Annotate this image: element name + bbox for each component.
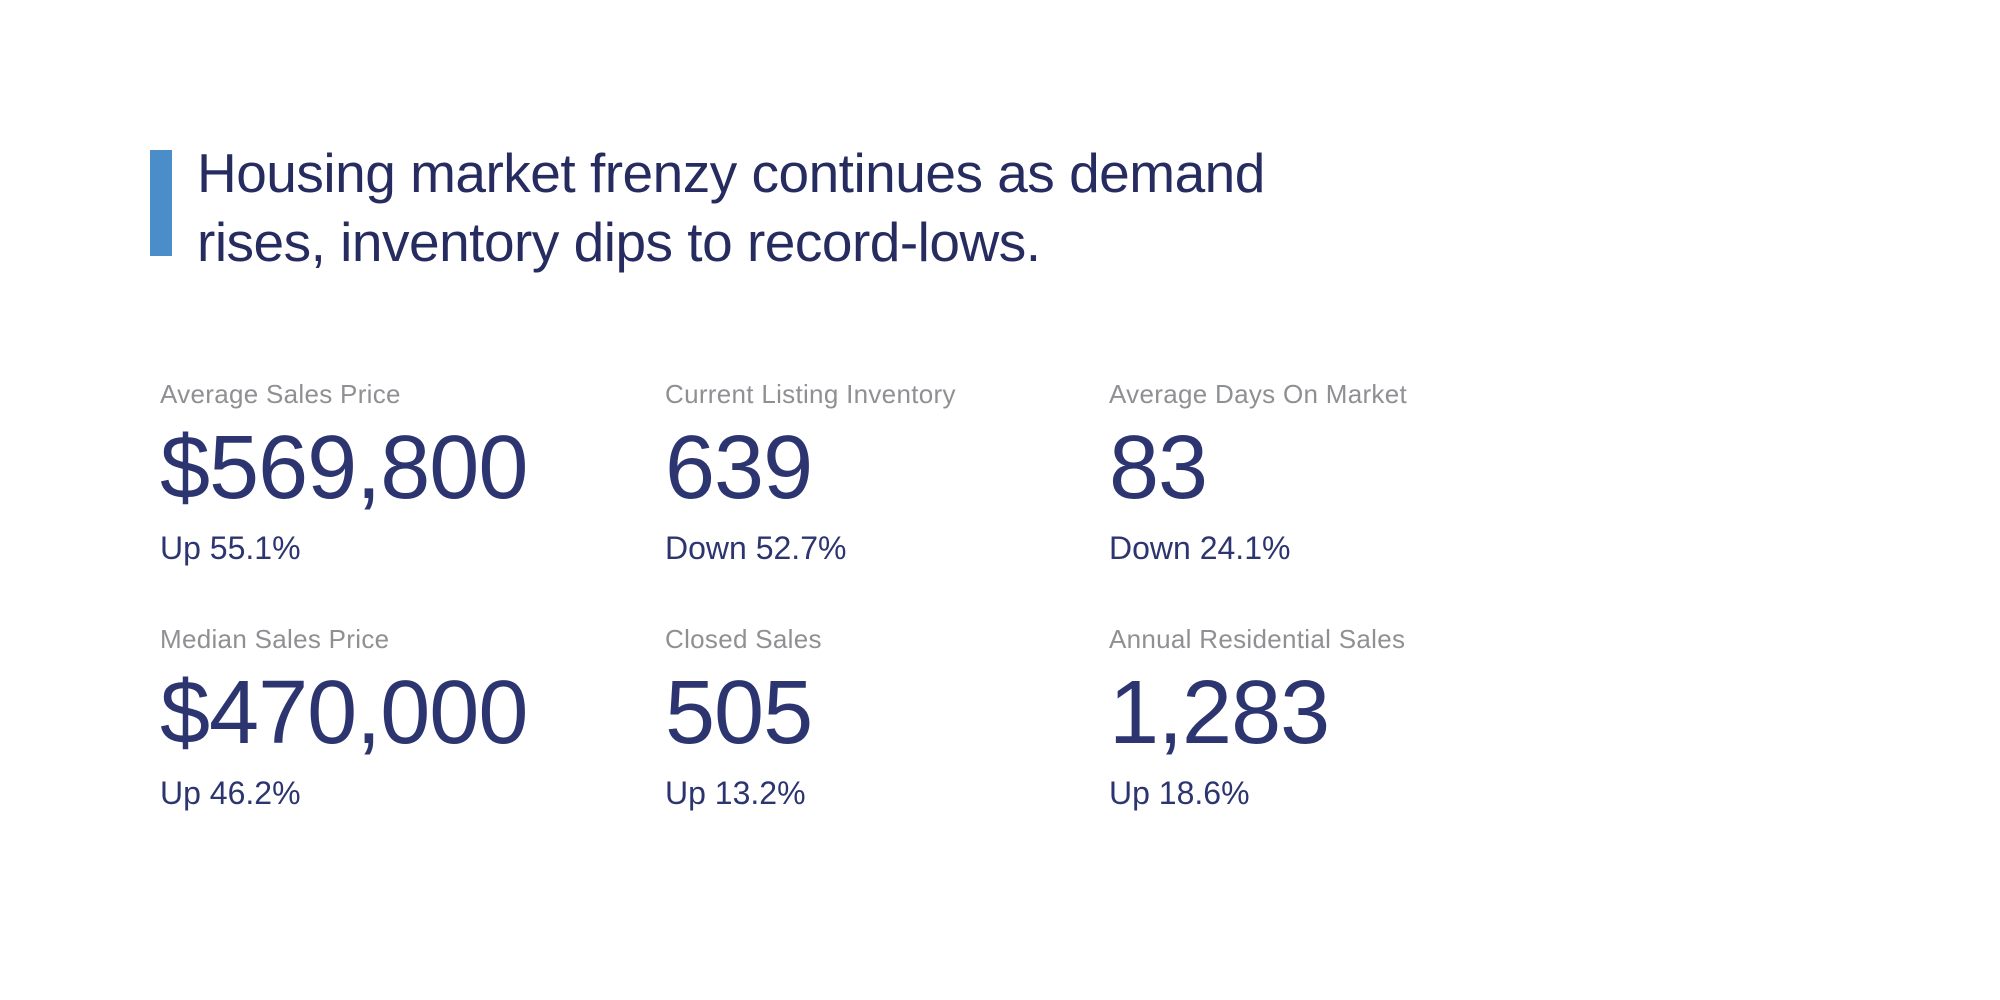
stat-label: Annual Residential Sales bbox=[1109, 624, 1406, 654]
stat-card-average-sales-price: Average Sales Price $569,800 Up 55.1% bbox=[160, 378, 665, 623]
headline-accent-bar bbox=[150, 150, 172, 256]
stat-label: Average Days On Market bbox=[1109, 379, 1408, 409]
stat-value: 83 bbox=[1109, 418, 1208, 518]
stat-label: Median Sales Price bbox=[160, 624, 390, 654]
page-title: Housing market frenzy continues as deman… bbox=[197, 142, 1265, 273]
stat-change: Up 55.1% bbox=[160, 530, 301, 566]
stat-card-current-listing-inventory: Current Listing Inventory 639 Down 52.7% bbox=[665, 378, 1109, 623]
stat-value: $569,800 bbox=[160, 418, 528, 518]
stat-label: Current Listing Inventory bbox=[665, 379, 956, 409]
stat-card-average-days-on-market: Average Days On Market 83 Down 24.1% bbox=[1109, 378, 1709, 623]
stat-value: 505 bbox=[665, 663, 813, 763]
stat-change: Down 24.1% bbox=[1109, 530, 1291, 566]
stat-change: Down 52.7% bbox=[665, 530, 847, 566]
stats-grid: Average Sales Price $569,800 Up 55.1% Cu… bbox=[160, 378, 1709, 868]
stat-card-closed-sales: Closed Sales 505 Up 13.2% bbox=[665, 623, 1109, 868]
stat-card-median-sales-price: Median Sales Price $470,000 Up 46.2% bbox=[160, 623, 665, 868]
stat-value: 639 bbox=[665, 418, 813, 518]
stat-change: Up 18.6% bbox=[1109, 775, 1250, 811]
stat-card-annual-residential-sales: Annual Residential Sales 1,283 Up 18.6% bbox=[1109, 623, 1709, 868]
stat-label: Closed Sales bbox=[665, 624, 822, 654]
stat-change: Up 46.2% bbox=[160, 775, 301, 811]
stat-value: 1,283 bbox=[1109, 663, 1330, 763]
stat-label: Average Sales Price bbox=[160, 379, 401, 409]
stat-value: $470,000 bbox=[160, 663, 528, 763]
stat-change: Up 13.2% bbox=[665, 775, 806, 811]
